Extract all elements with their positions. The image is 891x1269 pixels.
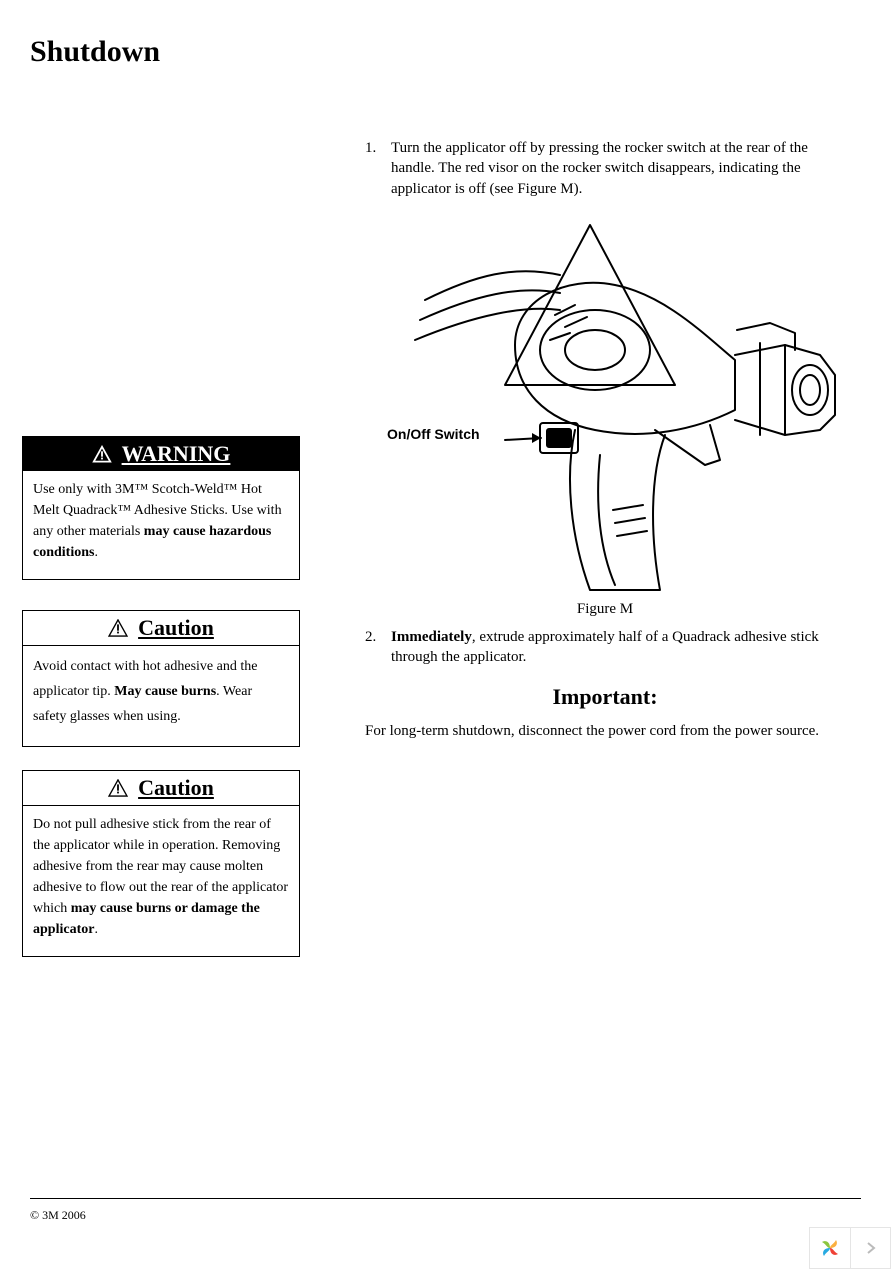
widget-next-button[interactable] (850, 1228, 890, 1268)
caution-2-header: Caution (23, 771, 299, 806)
caution-1-header: Caution (23, 611, 299, 646)
warning-heading-text: WARNING (122, 441, 231, 467)
floating-widget (809, 1227, 891, 1269)
important-body: For long-term shutdown, disconnect the p… (365, 721, 845, 741)
caution-triangle-icon (108, 779, 128, 797)
caution-box-1: Caution Avoid contact with hot adhesive … (22, 610, 300, 747)
caution-box-2: Caution Do not pull adhesive stick from … (22, 770, 300, 957)
caution-1-body: Avoid contact with hot adhesive and the … (23, 646, 299, 746)
caution-1-bold: May cause burns (114, 684, 216, 699)
step-2-text: Immediately, extrude approximately half … (391, 627, 845, 668)
warning-post: . (94, 545, 98, 560)
warning-box: WARNING Use only with 3M™ Scotch-Weld™ H… (22, 436, 300, 580)
applicator-illustration (365, 205, 845, 595)
caution-1-heading-text: Caution (138, 615, 214, 641)
on-off-switch-label: On/Off Switch (387, 425, 480, 444)
caution-2-heading-text: Caution (138, 775, 214, 801)
step-1-text: Turn the applicator off by pressing the … (391, 138, 845, 199)
step-1-number: 1. (365, 138, 383, 199)
caution-2-body: Do not pull adhesive stick from the rear… (23, 806, 299, 956)
step-2: 2. Immediately, extrude approximately ha… (365, 627, 845, 668)
warning-header: WARNING (23, 437, 299, 471)
pinwheel-icon (818, 1236, 842, 1260)
main-column: 1. Turn the applicator off by pressing t… (365, 138, 845, 741)
warning-triangle-icon (92, 445, 112, 463)
figure-m: On/Off Switch (365, 205, 845, 595)
step-1: 1. Turn the applicator off by pressing t… (365, 138, 845, 199)
caution-2-post: . (94, 922, 98, 937)
caution-triangle-icon (108, 619, 128, 637)
copyright: © 3M 2006 (30, 1208, 86, 1223)
chevron-right-icon (866, 1241, 876, 1255)
footer-rule (30, 1198, 861, 1199)
important-heading: Important: (365, 682, 845, 712)
warning-body: Use only with 3M™ Scotch-Weld™ Hot Melt … (23, 471, 299, 579)
widget-logo-button[interactable] (810, 1228, 850, 1268)
figure-caption: Figure M (365, 599, 845, 619)
step-2-emph: Immediately (391, 629, 472, 645)
step-2-number: 2. (365, 627, 383, 668)
page-title: Shutdown (30, 35, 160, 69)
